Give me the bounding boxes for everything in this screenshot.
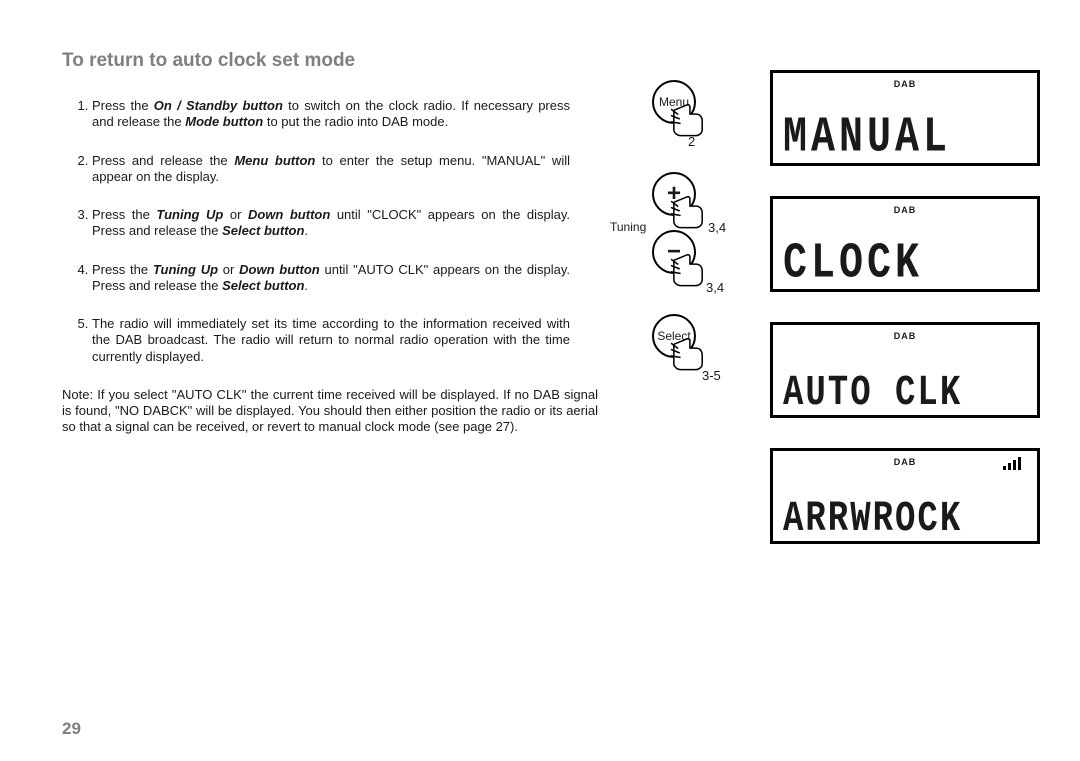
step-2: Press and release the Menu button to ent… — [92, 153, 570, 186]
lcd-top-row: DAB — [783, 457, 1027, 467]
lcd-text: AUTO CLK — [783, 373, 1027, 416]
menu-button-illustration: Menu 2 — [652, 80, 742, 124]
tuning-up-illustration: + Tuning 3,4 — [652, 172, 742, 216]
lcd-screen-2: DAB CLOCK — [770, 196, 1040, 292]
lcd-screen-1: DAB MANUAL — [770, 70, 1040, 166]
tuning-up-circle: + — [652, 172, 696, 216]
lcd-screen-3: DAB AUTO CLK — [770, 322, 1040, 418]
lcd-column: DAB MANUAL DAB CLOCK DAB AUTO CLK DAB AR… — [770, 70, 1040, 544]
note-text: Note: If you select "AUTO CLK" the curre… — [62, 387, 598, 436]
lcd-text: MANUAL — [783, 114, 1027, 164]
lcd-top-row: DAB — [783, 205, 1027, 215]
signal-icon — [1003, 457, 1021, 470]
lcd-top-row: DAB — [783, 331, 1027, 341]
step-5: The radio will immediately set its time … — [92, 316, 570, 365]
step-3: Press the Tuning Up or Down button until… — [92, 207, 570, 240]
page-heading: To return to auto clock set mode — [62, 50, 1032, 72]
button-icons-column: Menu 2 + Tuning 3,4 − 3, — [652, 80, 742, 378]
manual-page: To return to auto clock set mode Press t… — [0, 0, 1080, 761]
dab-label: DAB — [894, 205, 917, 215]
lcd-text: CLOCK — [783, 240, 1027, 290]
tuning-down-circle: − — [652, 230, 696, 274]
dab-label: DAB — [894, 331, 917, 341]
step-list: Press the On / Standby button to switch … — [62, 98, 570, 365]
select-button-circle: Select — [652, 314, 696, 358]
dab-label: DAB — [894, 457, 917, 467]
menu-button-circle: Menu — [652, 80, 696, 124]
select-button-illustration: Select 3-5 — [652, 314, 742, 358]
step-label: 3-5 — [702, 368, 721, 383]
step-4: Press the Tuning Up or Down button until… — [92, 262, 570, 295]
step-label: 2 — [688, 134, 695, 149]
lcd-top-row: DAB — [783, 79, 1027, 89]
page-number: 29 — [62, 719, 81, 739]
tuning-side-label: Tuning — [610, 220, 646, 234]
step-label: 3,4 — [706, 280, 724, 295]
dab-label: DAB — [894, 79, 917, 89]
text-column: Press the On / Standby button to switch … — [62, 98, 570, 365]
lcd-screen-4: DAB ARRWROCK — [770, 448, 1040, 544]
step-1: Press the On / Standby button to switch … — [92, 98, 570, 131]
lcd-text: ARRWROCK — [783, 499, 1027, 542]
tuning-down-illustration: − 3,4 — [652, 230, 742, 274]
